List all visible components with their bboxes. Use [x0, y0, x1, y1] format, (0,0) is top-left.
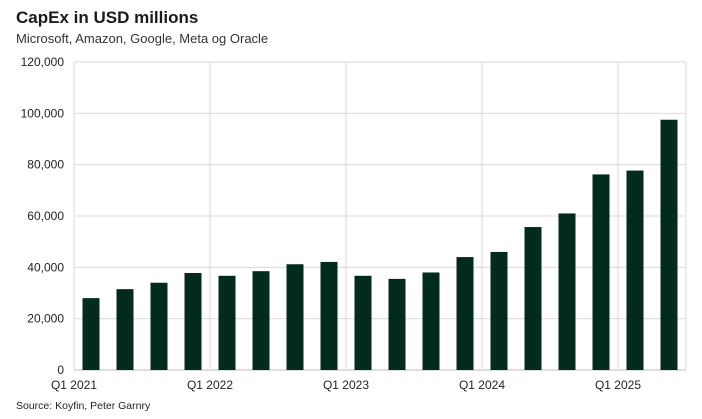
y-tick-label: 60,000 [27, 209, 64, 223]
y-tick-label: 20,000 [27, 312, 64, 326]
bar-q2-2023 [388, 278, 406, 370]
x-tick-label: Q1 2023 [323, 378, 369, 392]
bar-q3-2021 [150, 282, 168, 370]
chart-subtitle: Microsoft, Amazon, Google, Meta og Oracl… [16, 31, 269, 46]
x-tick-label: Q1 2022 [187, 378, 233, 392]
bar-q3-2023 [422, 272, 440, 370]
bar-q1-2024 [490, 251, 508, 370]
bar-q3-2024 [558, 213, 576, 370]
x-axis-tick-labels: Q1 2021 Q1 2022 Q1 2023 Q1 2024 Q1 2025 [51, 378, 641, 392]
x-tick-label: Q1 2021 [51, 378, 97, 392]
bar-q1-2021 [82, 298, 100, 370]
bar-q1-2023 [354, 275, 372, 370]
y-tick-label: 0 [57, 363, 64, 377]
bar-q4-2023 [456, 257, 474, 370]
bar-q2-2022 [252, 271, 270, 370]
bar-q2-2021 [116, 289, 134, 370]
bar-q4-2022 [320, 261, 338, 370]
bars [82, 119, 678, 370]
y-axis-tick-labels: 0 20,000 40,000 60,000 80,000 100,000 120,000 [21, 55, 65, 377]
bar-q4-2021 [184, 272, 202, 370]
bar-q4-2024 [592, 174, 610, 370]
y-tick-label: 100,000 [21, 106, 65, 120]
source-note: Source: Koyfin, Peter Garnry [16, 400, 151, 412]
bar-q1-2025 [626, 170, 644, 370]
bar-q3-2022 [286, 264, 304, 370]
y-tick-label: 40,000 [27, 260, 64, 274]
y-tick-label: 120,000 [21, 55, 65, 69]
y-tick-label: 80,000 [27, 158, 64, 172]
grid-lines [73, 61, 687, 371]
bar-q1-2022 [218, 275, 236, 370]
x-tick-label: Q1 2024 [459, 378, 505, 392]
bar-q2-2024 [524, 227, 542, 370]
bar-q2-2025 [660, 119, 678, 370]
chart-title: CapEx in USD millions [16, 8, 199, 27]
x-tick-label: Q1 2025 [595, 378, 641, 392]
